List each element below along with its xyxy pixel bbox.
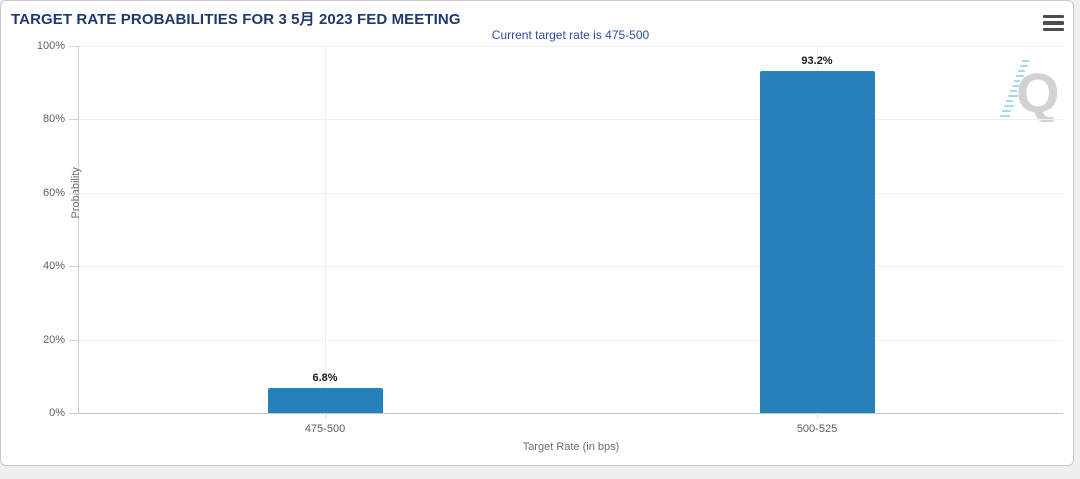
watermark-letter: Q [1016, 61, 1060, 122]
y-axis-tick-label: 80% [42, 113, 65, 126]
y-gridline [79, 192, 1063, 194]
y-axis-tick [69, 266, 79, 268]
x-axis-tick-label: 500-525 [796, 423, 838, 435]
y-gridline [79, 119, 1063, 121]
hamburger-bar [1043, 27, 1064, 31]
y-axis-tick-label: 40% [42, 260, 65, 273]
y-axis-tick [69, 192, 79, 194]
bar-value-label: 93.2% [801, 54, 833, 67]
hamburger-bar [1043, 15, 1064, 19]
chart-subtitle: Current target rate is 475-500 [491, 28, 650, 42]
y-gridline [79, 339, 1063, 341]
hamburger-bar [1043, 21, 1064, 25]
plot-area: Probability Target Rate (in bps) Q 0% 20%… [37, 40, 1063, 453]
hamburger-menu-icon[interactable] [1043, 15, 1064, 31]
y-axis-tick-label: 20% [42, 333, 65, 346]
bar-475-500 [267, 388, 383, 413]
y-gridline [79, 46, 1063, 47]
y-axis-tick-label: 0% [49, 407, 65, 419]
x-axis-title: Target Rate (in bps) [522, 441, 620, 453]
y-axis-tick-label: 100% [36, 40, 65, 52]
y-axis-tick [69, 413, 79, 414]
x-axis-tick [817, 413, 818, 418]
x-axis-tick-label: 475-500 [304, 423, 346, 435]
quikstrike-watermark-icon: Q [1000, 60, 1060, 122]
chart-title: TARGET RATE PROBABILITIES FOR 3 5月 2023 … [11, 11, 461, 28]
bar-500-525 [759, 70, 875, 413]
y-axis-tick-label: 60% [42, 186, 65, 199]
x-axis-tick [325, 413, 326, 418]
y-gridline [79, 266, 1063, 268]
y-axis-tick [69, 46, 79, 47]
bar-value-label: 6.8% [312, 372, 338, 385]
x-gridline [325, 46, 326, 413]
y-axis-tick [69, 339, 79, 341]
chart-card: TARGET RATE PROBABILITIES FOR 3 5月 2023 … [0, 0, 1074, 466]
y-axis-tick [69, 119, 79, 121]
